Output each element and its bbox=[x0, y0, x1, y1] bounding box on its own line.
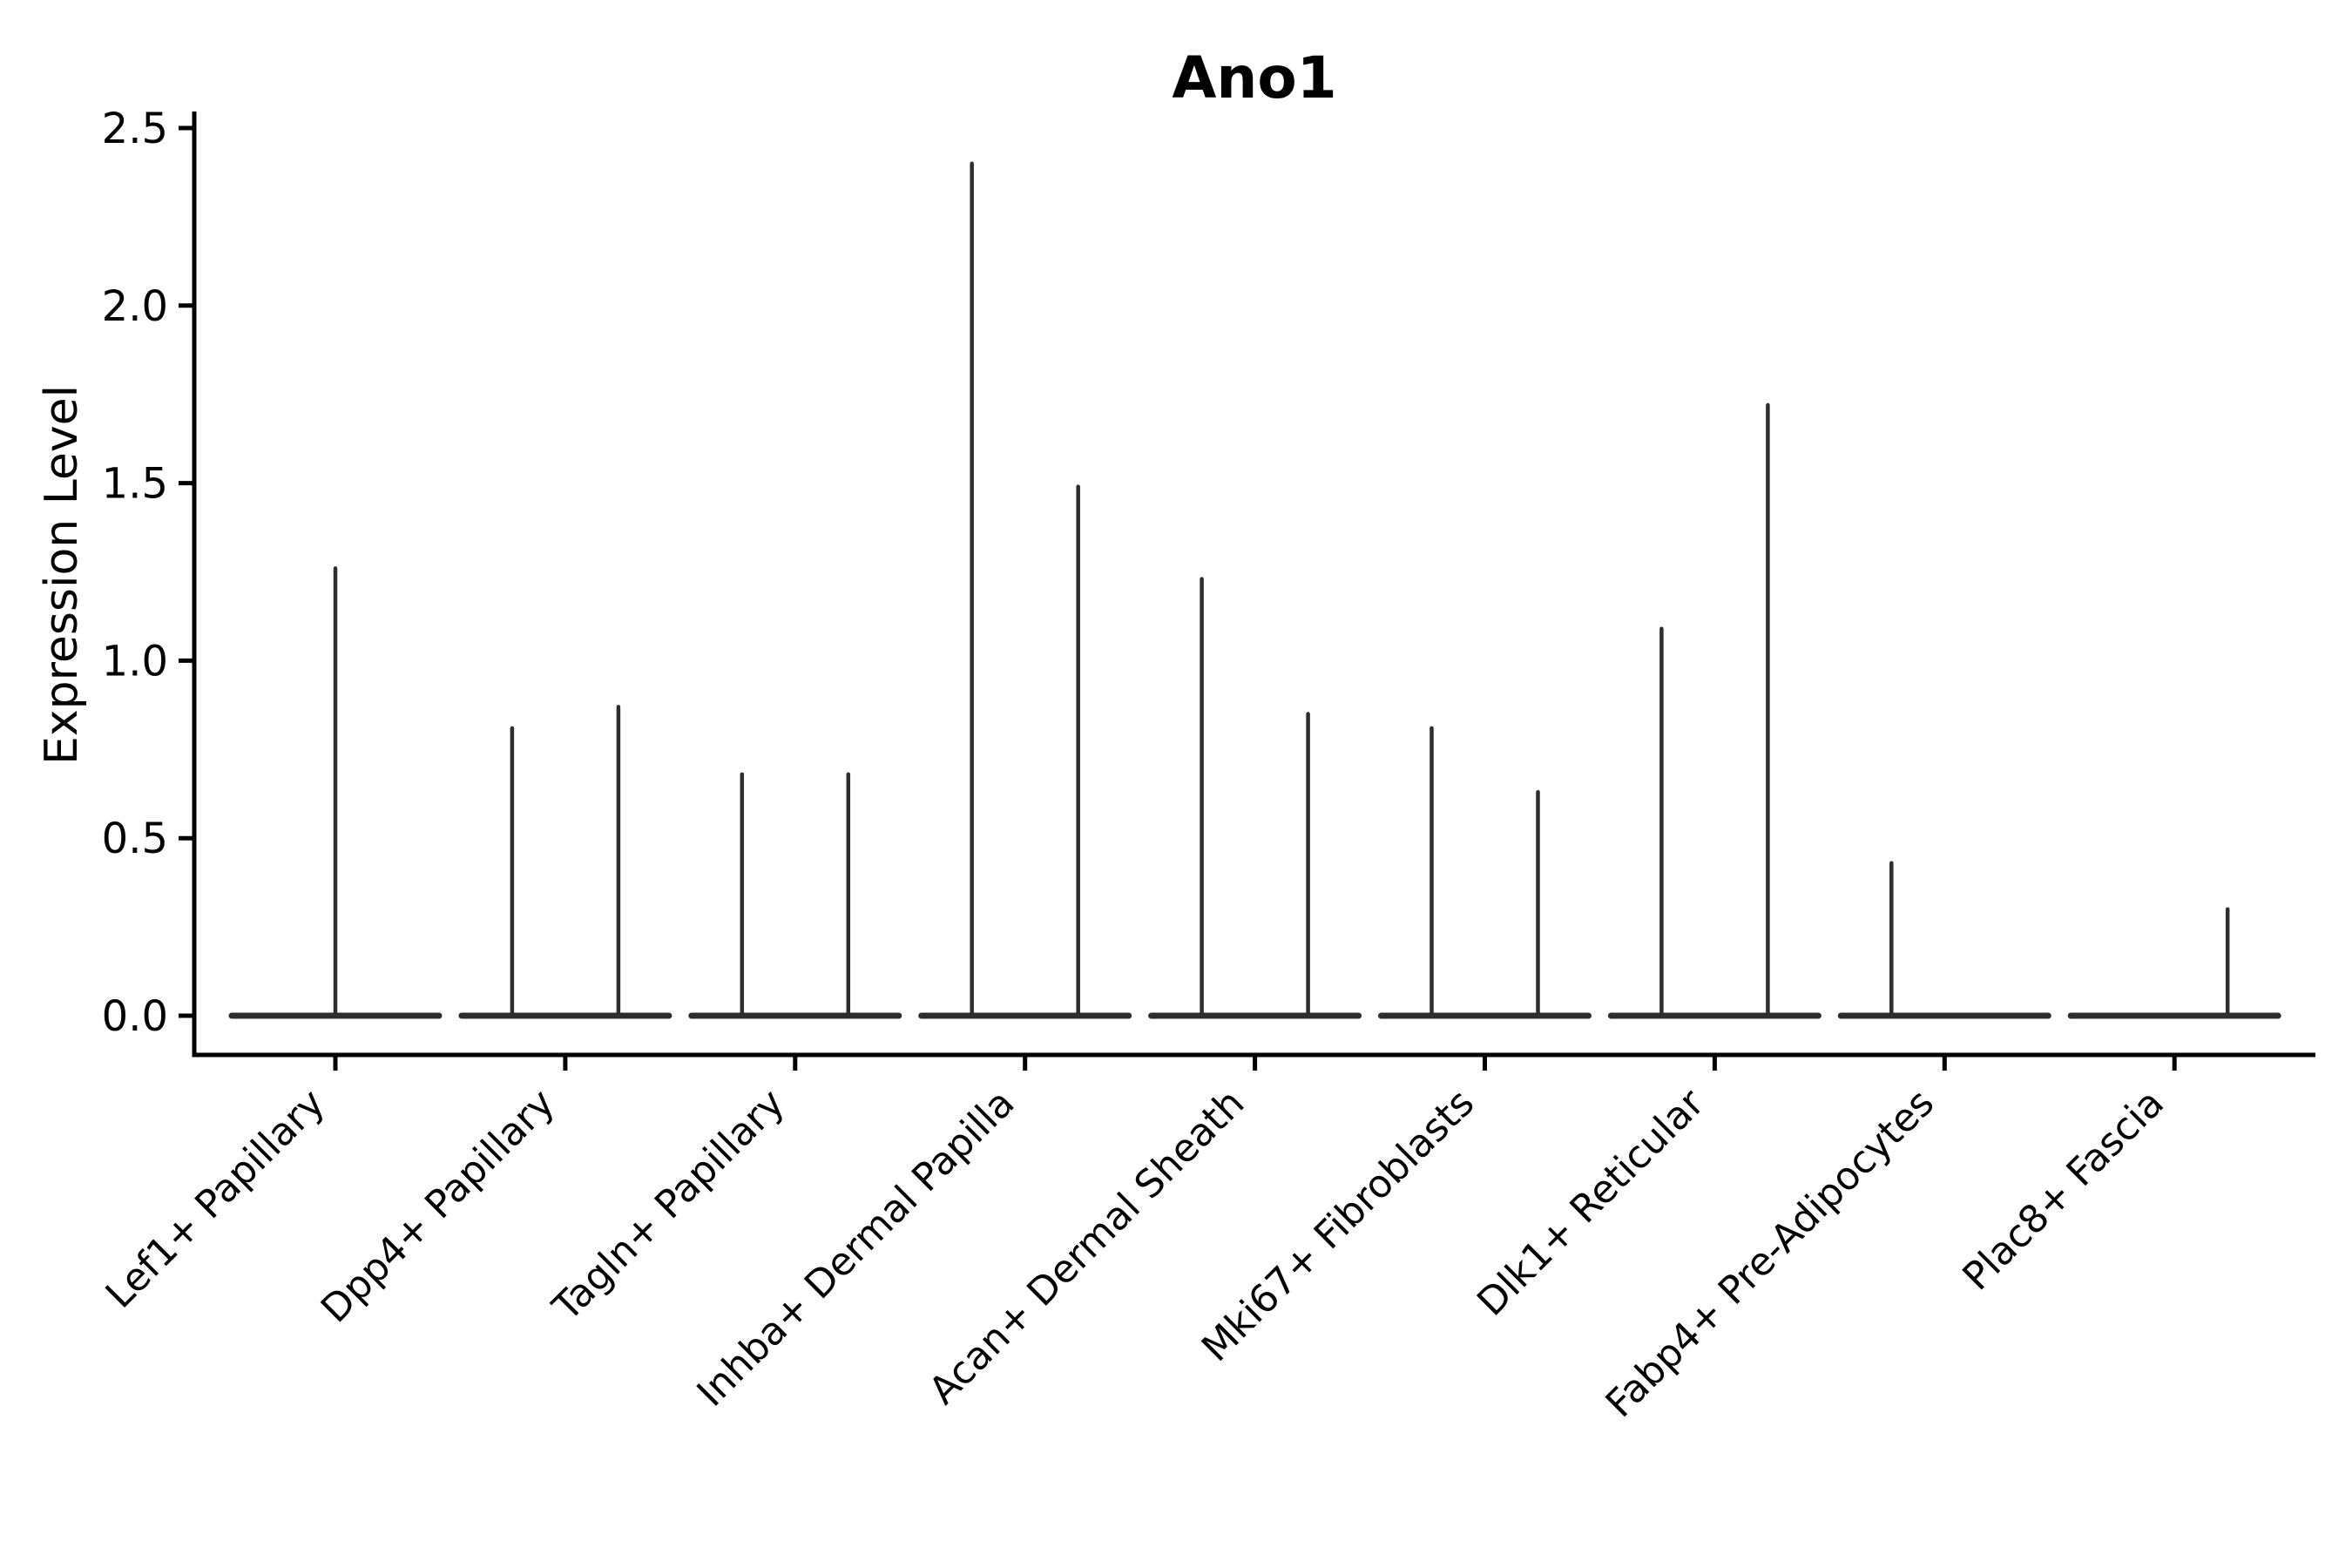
violin-8 bbox=[1837, 861, 2051, 1019]
violin-3 bbox=[688, 772, 902, 1019]
y-tick-label: 1.0 bbox=[102, 637, 168, 686]
violin-4 bbox=[918, 161, 1132, 1019]
y-axis-label: Expression Level bbox=[36, 385, 88, 765]
violin-2 bbox=[458, 705, 672, 1019]
x-tick-label: Dpp4+ Papillary bbox=[313, 1081, 564, 1332]
y-tick-label: 1.5 bbox=[102, 460, 168, 509]
y-tick-label: 0.0 bbox=[102, 992, 168, 1041]
x-tick-label: Tagln+ Papillary bbox=[544, 1081, 793, 1330]
violin-9 bbox=[2067, 907, 2281, 1019]
violin-7 bbox=[1607, 402, 1821, 1019]
x-tick-label: Dlk1+ Reticular bbox=[1469, 1080, 1713, 1325]
chart-title: Ano1 bbox=[1172, 44, 1336, 112]
violin-layer bbox=[228, 161, 2281, 1019]
violin-1 bbox=[228, 566, 443, 1019]
y-tick-label: 2.0 bbox=[102, 282, 168, 331]
violin-5 bbox=[1148, 577, 1362, 1019]
y-tick-label: 0.5 bbox=[102, 814, 168, 863]
violin-6 bbox=[1378, 726, 1592, 1019]
x-tick-label: Lef1+ Papillary bbox=[98, 1081, 334, 1317]
x-tick-label: Plac8+ Fascia bbox=[1954, 1081, 2173, 1300]
y-tick-label: 2.5 bbox=[102, 105, 168, 153]
